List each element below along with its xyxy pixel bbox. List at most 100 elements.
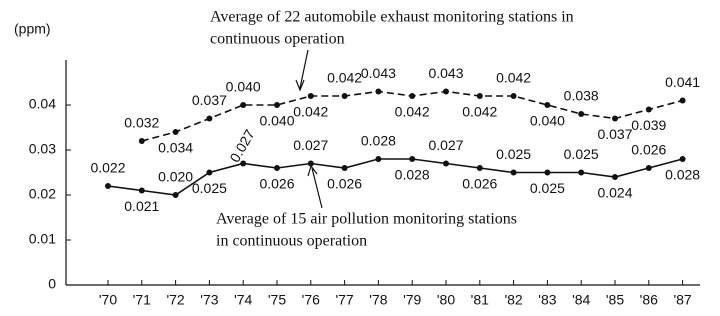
data-point [578, 111, 585, 117]
data-point [307, 160, 314, 167]
value-label: 0.037 [192, 92, 227, 108]
data-point [409, 93, 416, 99]
y-tick-label: 0.04 [29, 96, 56, 112]
value-label: 0.037 [597, 126, 632, 142]
data-point [510, 93, 517, 99]
data-point [409, 156, 416, 162]
data-point [375, 156, 382, 162]
data-point [578, 169, 585, 176]
x-tick-label: '85 [606, 292, 624, 308]
value-label: 0.042 [496, 70, 531, 86]
data-point [105, 183, 111, 189]
x-tick-label: '77 [335, 292, 353, 308]
value-label: 0.028 [361, 133, 396, 149]
data-point [510, 169, 517, 176]
annotation: in continuous operation [216, 233, 367, 250]
value-label: 0.027 [226, 127, 257, 166]
data-point [172, 192, 179, 198]
value-label: 0.024 [597, 185, 632, 201]
data-point [206, 169, 213, 176]
value-label: 0.028 [665, 167, 700, 183]
value-label: 0.022 [90, 160, 125, 176]
annotation: Average of 22 automobile exhaust monitor… [210, 9, 574, 26]
x-tick-label: '81 [471, 292, 489, 308]
data-point [645, 106, 652, 113]
data-point [274, 165, 280, 171]
value-label: 0.042 [462, 104, 497, 120]
y-tick-label: 0.02 [29, 186, 56, 202]
value-label: 0.038 [564, 88, 599, 104]
x-tick-label: '78 [369, 292, 387, 308]
value-label: 0.025 [496, 146, 531, 162]
value-label: 0.043 [361, 65, 396, 81]
data-point [375, 88, 382, 95]
data-point [679, 156, 686, 162]
data-point [476, 93, 483, 99]
data-point [138, 187, 145, 194]
value-label: 0.042 [395, 104, 430, 120]
x-tick-label: '72 [166, 292, 184, 308]
value-label: 0.028 [395, 167, 430, 183]
data-point [645, 165, 652, 171]
value-label: 0.020 [158, 169, 193, 185]
value-label: 0.025 [192, 180, 227, 196]
value-label: 0.042 [293, 104, 328, 120]
y-tick-label: 0.01 [29, 231, 56, 247]
value-label: 0.027 [428, 137, 463, 153]
value-label: 0.026 [462, 176, 497, 192]
data-point [443, 160, 449, 167]
x-tick-label: '70 [99, 292, 117, 308]
value-label: 0.042 [327, 70, 362, 86]
value-label: 0.027 [293, 137, 328, 153]
data-point [138, 138, 145, 144]
value-label: 0.041 [665, 74, 700, 90]
x-tick-label: '74 [234, 292, 252, 308]
x-tick-label: '86 [640, 292, 658, 308]
x-tick-label: '79 [403, 292, 421, 308]
data-point [679, 97, 686, 104]
data-point [341, 165, 348, 171]
data-point [206, 115, 213, 122]
x-tick-label: '73 [200, 292, 218, 308]
data-point [172, 129, 179, 135]
y-tick-label: 0 [48, 276, 56, 292]
value-label: 0.025 [530, 180, 565, 196]
value-label: 0.025 [564, 146, 599, 162]
data-point [544, 102, 551, 108]
annotation: continuous operation [210, 31, 345, 48]
data-point [307, 93, 314, 99]
y-tick-label: 0.03 [29, 141, 56, 157]
series-line [107, 158, 683, 196]
data-point [612, 115, 618, 122]
data-point [274, 102, 280, 108]
value-label: 0.040 [259, 113, 294, 129]
y-axis-label: (ppm) [14, 21, 51, 37]
value-label: 0.043 [428, 65, 463, 81]
annotation-arrow [307, 164, 323, 209]
data-point [341, 93, 348, 99]
x-tick-label: '80 [437, 292, 455, 308]
data-point [240, 102, 247, 108]
data-point [612, 174, 618, 180]
x-tick-label: '82 [504, 292, 522, 308]
annotation-arrow [295, 49, 309, 92]
value-label: 0.026 [631, 142, 666, 158]
x-tick-label: '76 [302, 292, 320, 308]
data-point [240, 160, 247, 167]
data-point [544, 169, 551, 176]
x-tick-label: '87 [673, 292, 691, 308]
value-label: 0.034 [158, 140, 193, 156]
value-label: 0.039 [631, 117, 666, 133]
value-label: 0.032 [124, 115, 159, 131]
x-tick-label: '75 [268, 292, 286, 308]
value-label: 0.026 [259, 176, 294, 192]
x-tick-label: '71 [133, 292, 151, 308]
data-point [443, 88, 449, 95]
x-tick-label: '84 [572, 292, 590, 308]
value-label: 0.026 [327, 176, 362, 192]
value-label: 0.040 [530, 113, 565, 129]
value-label: 0.040 [226, 79, 261, 95]
data-point [476, 165, 483, 171]
value-label: 0.021 [124, 198, 159, 214]
